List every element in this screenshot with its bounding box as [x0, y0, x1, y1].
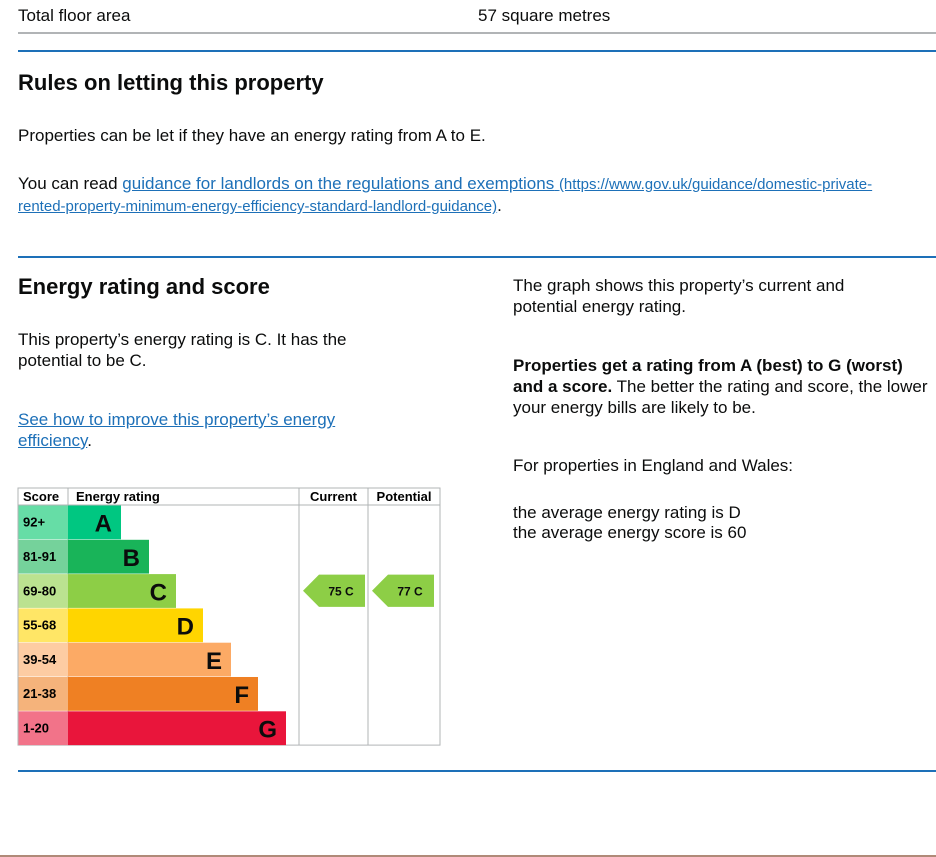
divider [18, 770, 936, 772]
score-label: 1-20 [23, 720, 49, 735]
score-label: 39-54 [23, 652, 57, 667]
band-label: A [95, 511, 112, 538]
rating-bar [68, 539, 149, 574]
divider [18, 50, 936, 52]
score-cell [18, 642, 68, 677]
rating-bar [68, 505, 121, 540]
text: . [87, 431, 93, 450]
energy-chart: Score Energy rating Current Potential 92+ A 81… [17, 487, 441, 746]
column-header: Score [23, 489, 59, 504]
rating-bar [68, 608, 203, 643]
text: You can read [18, 174, 123, 193]
paragraph: the average energy rating is D [513, 503, 741, 522]
paragraph: Properties can be let if they have an en… [18, 126, 486, 145]
score-label: 21-38 [23, 686, 56, 701]
heading: Energy rating and score [18, 274, 270, 299]
column-header: Energy rating [76, 489, 160, 504]
link-url[interactable]: (https://www.gov.uk/guidance/domestic-pr… [18, 176, 873, 215]
bold-text: Properties get a rating from A (best) to… [513, 356, 903, 396]
score-cell [18, 608, 68, 643]
band-label: F [234, 682, 249, 709]
text: . [497, 196, 502, 215]
score-label: 81-91 [23, 549, 56, 564]
paragraph: You can read guidance for landlords on t… [18, 173, 908, 217]
bottom-border [0, 855, 936, 857]
paragraph: This property’s energy rating is C. It h… [18, 330, 347, 370]
score-label: 69-80 [23, 583, 56, 598]
score-cell [18, 677, 68, 711]
score-cell [18, 505, 68, 540]
column-header: Potential [377, 489, 432, 504]
current-arrow-label: 75 C [328, 584, 354, 598]
paragraph: The graph shows this property’s current … [513, 276, 845, 316]
score-cell [18, 574, 68, 608]
summary-label: Total floor area [18, 6, 131, 25]
band-label: G [258, 716, 277, 743]
paragraph: the average energy score is 60 [513, 523, 747, 542]
link[interactable]: guidance for landlords on the regulation… [18, 174, 872, 215]
divider [18, 32, 936, 34]
column-header: Current [310, 489, 358, 504]
rating-bar [68, 711, 286, 746]
summary-value: 57 square metres [478, 6, 611, 25]
divider [18, 256, 936, 258]
text: The better the rating and score, the low… [513, 377, 928, 417]
score-cell [18, 711, 68, 746]
heading: Rules on letting this property [18, 70, 324, 95]
score-cell [18, 539, 68, 574]
rating-bar [68, 677, 258, 711]
link[interactable]: See how to improve this property’s energ… [18, 410, 336, 450]
link-text[interactable]: guidance for landlords on the regulation… [122, 174, 555, 193]
paragraph: Properties get a rating from A (best) to… [513, 355, 933, 418]
paragraph: For properties in England and Wales: [513, 456, 794, 475]
band-label: C [150, 579, 167, 606]
current-arrow [303, 574, 365, 607]
paragraph: See how to improve this property’s energ… [18, 409, 398, 451]
potential-arrow [372, 574, 434, 607]
score-label: 55-68 [23, 618, 56, 633]
potential-arrow-label: 77 C [397, 584, 423, 598]
band-label: E [206, 648, 222, 675]
band-label: B [123, 545, 140, 572]
rating-bar [68, 642, 231, 677]
band-label: D [177, 614, 194, 641]
rating-bar [68, 574, 176, 608]
score-label: 92+ [23, 515, 45, 530]
